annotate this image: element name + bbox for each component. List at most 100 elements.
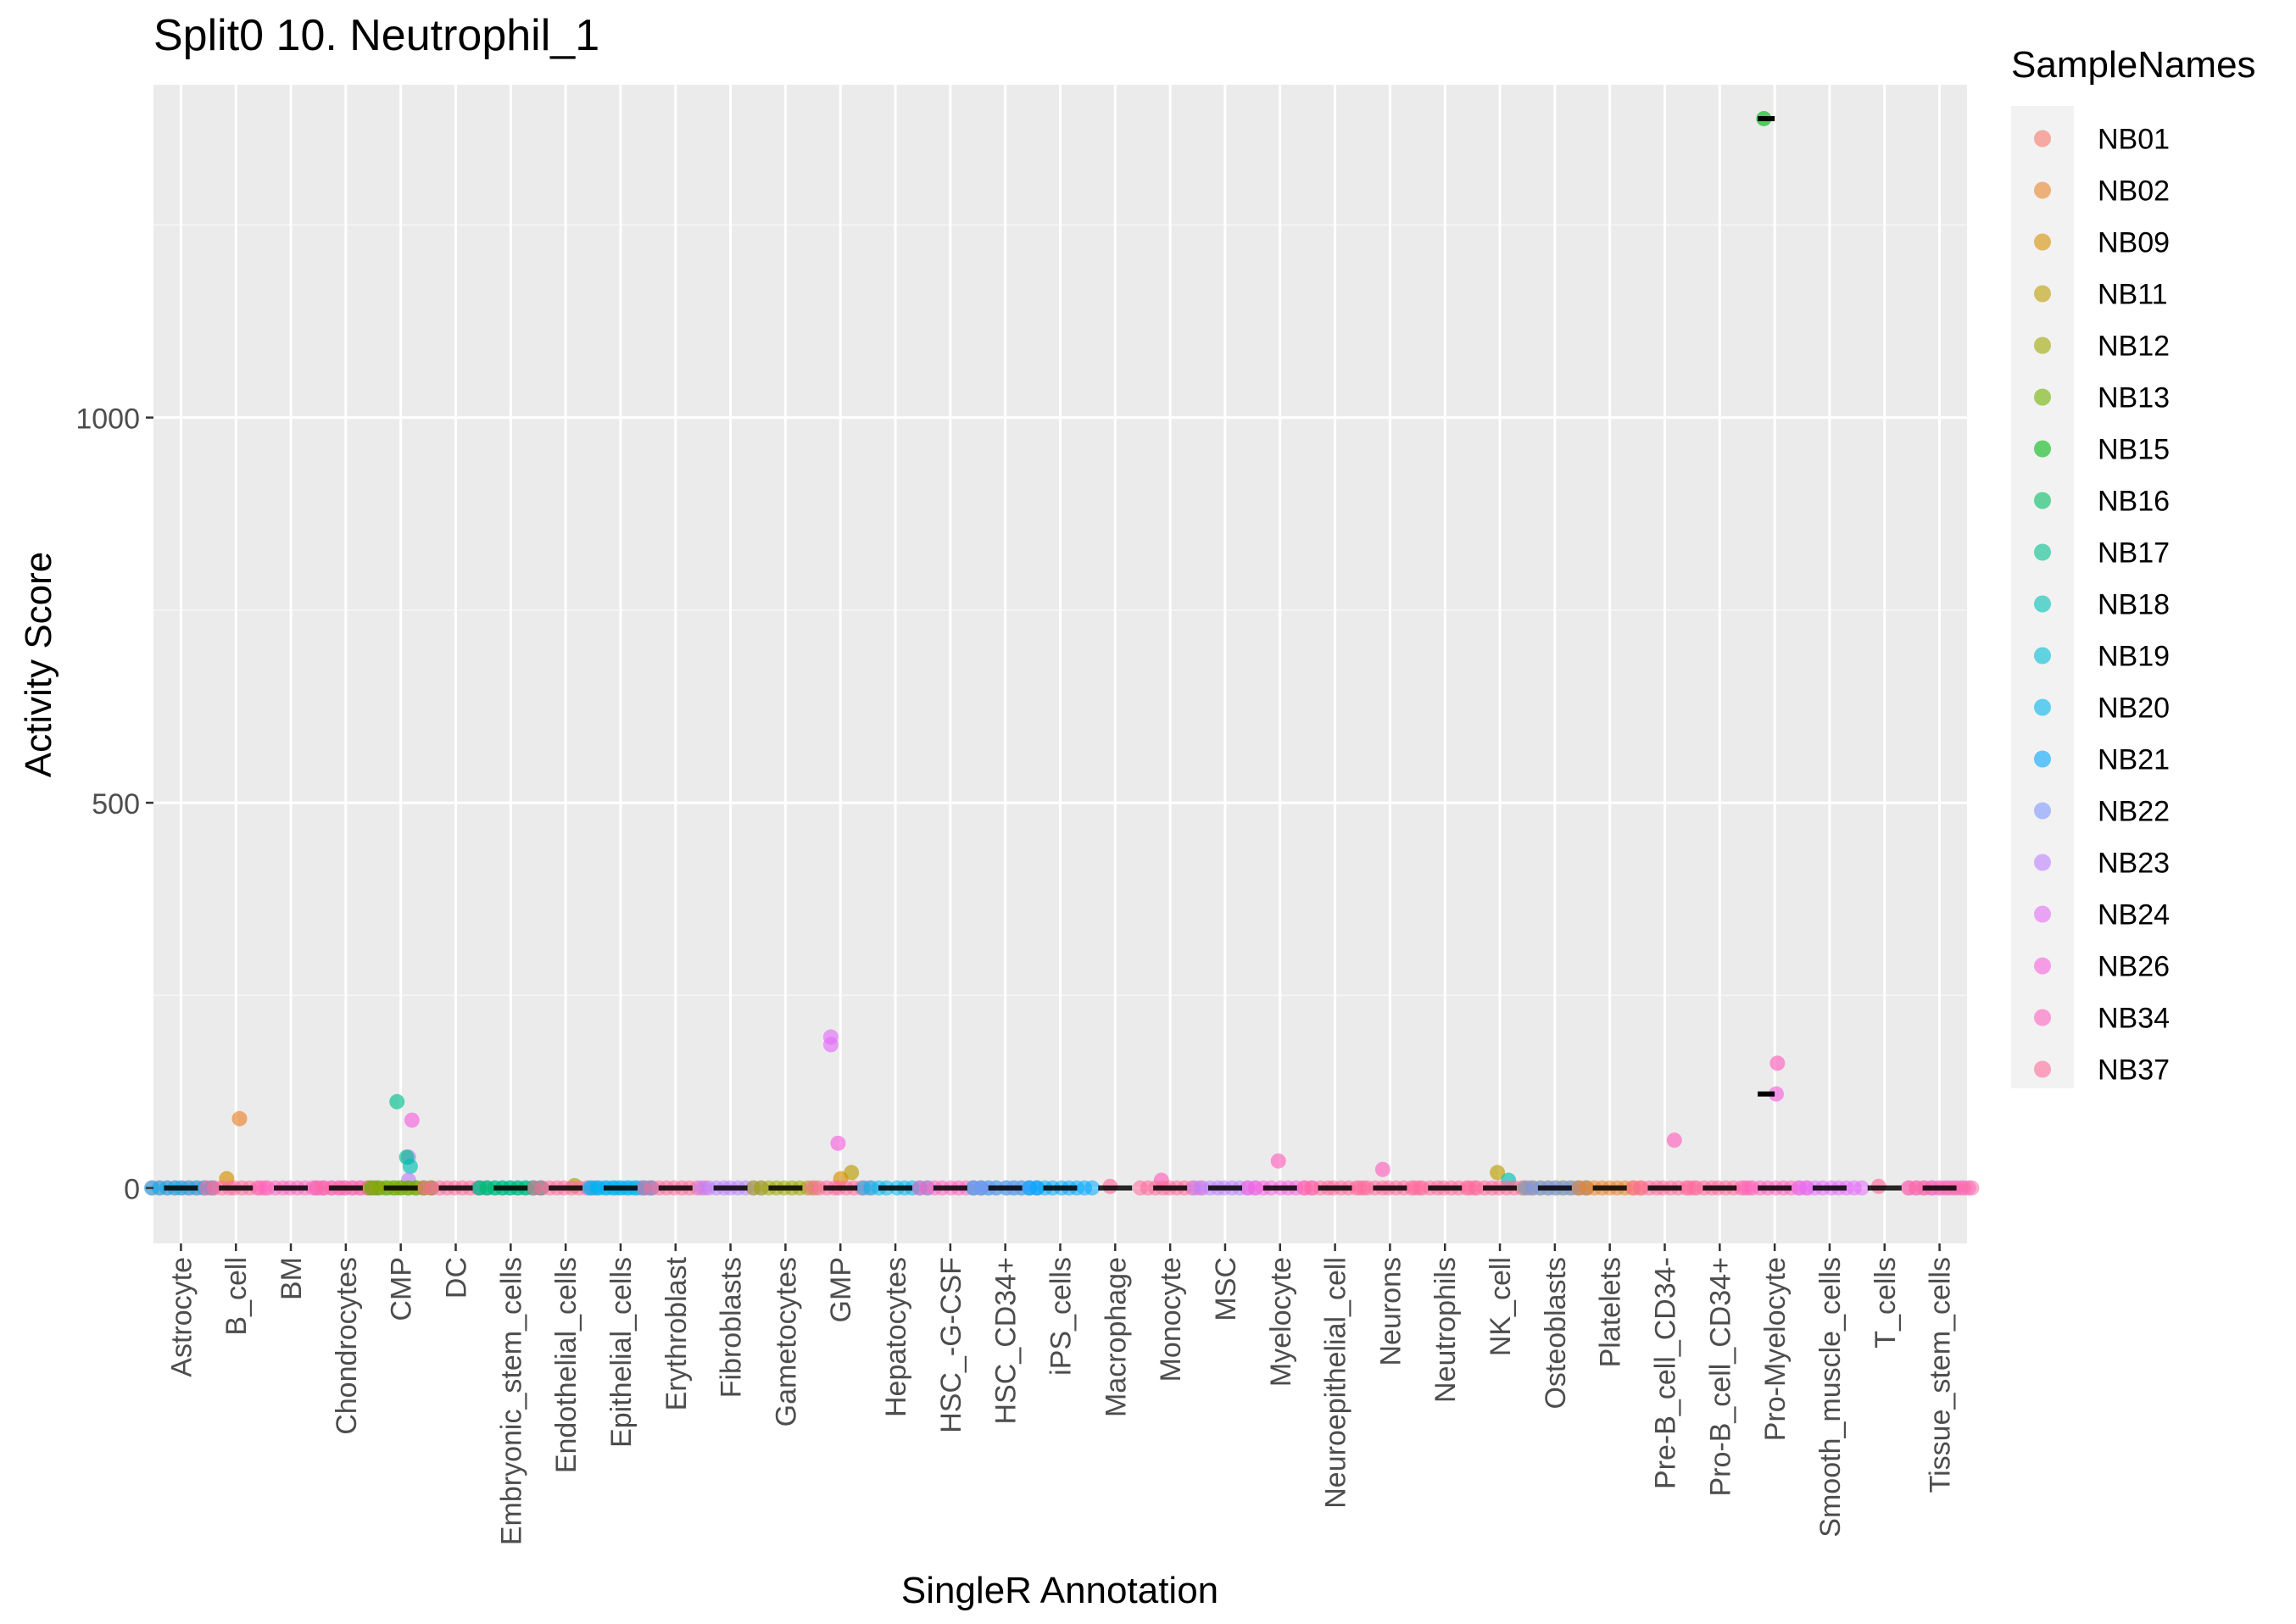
median-marker [219, 1185, 254, 1191]
data-point [1374, 1161, 1390, 1177]
median-marker [1537, 1185, 1572, 1191]
legend-label: NB13 [2098, 382, 2170, 414]
legend-label: NB18 [2098, 589, 2170, 621]
legend-swatch [2034, 802, 2051, 820]
legend-swatch [2034, 1009, 2051, 1026]
median-marker [933, 1185, 967, 1191]
legend-label: NB24 [2098, 899, 2170, 932]
x-tick-label: Gametocytes [770, 1257, 802, 1427]
axes-layer: 0 500 1000 Astrocyte B_cell BM Chondrocytes CMP… [75, 403, 1956, 1545]
x-tick-label: HSC_-G-CSF [935, 1257, 967, 1433]
legend: NB01 NB02 NB09 NB11 NB12 NB13 NB15 NB16 NB17 NB18… [2011, 106, 2170, 1088]
legend-title: SampleNames [2011, 44, 2256, 86]
median-marker [823, 1185, 858, 1191]
data-point [404, 1112, 420, 1128]
legend-swatch [2034, 181, 2051, 199]
x-tick-label: BM [276, 1257, 308, 1300]
x-tick-label: HSC_CD34+ [990, 1257, 1023, 1424]
legend-swatch [2034, 698, 2051, 716]
x-tick-label: Epithelial_cells [605, 1257, 638, 1448]
median-marker [1812, 1185, 1847, 1191]
legend-swatch [2034, 440, 2051, 458]
x-tick-label: Hepatocytes [880, 1257, 912, 1417]
x-axis-label: SingleR Annotation [901, 1570, 1218, 1611]
y-tick-label: 500 [92, 788, 140, 820]
median-marker [1758, 1091, 1775, 1097]
median-marker [1867, 1185, 1902, 1191]
data-point [822, 1037, 839, 1053]
legend-label: NB11 [2098, 279, 2168, 311]
x-tick-label: Macrophage [1100, 1257, 1132, 1417]
median-marker [1043, 1185, 1078, 1191]
x-tick-label: GMP [825, 1257, 857, 1322]
data-point [1666, 1132, 1682, 1148]
median-marker [328, 1185, 363, 1191]
legend-swatch [2034, 492, 2051, 509]
median-marker [713, 1185, 748, 1191]
x-tick-label: CMP [386, 1257, 418, 1321]
median-marker [438, 1185, 473, 1191]
legend-label: NB26 [2098, 951, 2170, 983]
median-marker [493, 1185, 528, 1191]
x-tick-label: Fibroblasts [716, 1257, 748, 1398]
data-point [1490, 1165, 1506, 1181]
median-marker [1428, 1185, 1463, 1191]
median-marker [383, 1185, 418, 1191]
legend-swatch [2034, 750, 2051, 768]
median-marker [658, 1185, 693, 1191]
median-marker [1758, 115, 1775, 121]
legend-swatch [2034, 285, 2051, 303]
legend-swatch [2034, 233, 2051, 251]
legend-swatch [2034, 905, 2051, 923]
x-tick-label: Neuroepithelial_cell [1320, 1257, 1352, 1509]
x-tick-label: Erythroblast [660, 1256, 693, 1410]
legend-label: NB22 [2098, 796, 2170, 828]
y-tick-label: 1000 [75, 403, 140, 436]
legend-label: NB21 [2098, 744, 2170, 776]
x-tick-label: Neutrophils [1429, 1257, 1462, 1403]
y-axis-label: Activity Score [18, 552, 59, 778]
x-tick-label: Neurons [1374, 1257, 1407, 1366]
median-marker [1153, 1185, 1188, 1191]
median-marker [274, 1185, 309, 1191]
median-marker [1922, 1185, 1957, 1191]
legend-label: NB17 [2098, 537, 2170, 570]
data-point [1084, 1180, 1101, 1196]
data-point [1964, 1180, 1980, 1196]
x-tick-label: MSC [1210, 1257, 1242, 1321]
legend-swatch [2034, 388, 2051, 406]
data-point [1853, 1180, 1870, 1196]
x-tick-label: Pro-B_cell_CD34+ [1704, 1257, 1736, 1497]
median-marker [1318, 1185, 1352, 1191]
legend-label: NB34 [2098, 1003, 2170, 1035]
x-tick-label: Astrocyte [165, 1257, 198, 1377]
x-tick-label: iPS_cells [1045, 1257, 1078, 1376]
x-tick-label: DC [441, 1257, 473, 1299]
median-marker [768, 1185, 803, 1191]
x-tick-label: Pro-Myelocyte [1759, 1257, 1792, 1441]
median-marker [164, 1185, 198, 1191]
x-tick-label: Pre-B_cell_CD34- [1650, 1257, 1682, 1489]
x-tick-label: T_cells [1870, 1257, 1902, 1349]
x-tick-label: Osteoblasts [1540, 1257, 1572, 1410]
x-tick-label: Endothelial_cells [550, 1257, 582, 1473]
legend-swatch [2034, 1060, 2051, 1078]
legend-swatch [2034, 336, 2051, 354]
legend-swatch [2034, 595, 2051, 613]
legend-label: NB15 [2098, 434, 2170, 466]
median-marker [1758, 1185, 1792, 1191]
legend-swatch [2034, 647, 2051, 665]
marks-layer [144, 110, 1980, 1196]
median-marker [1592, 1185, 1627, 1191]
data-point [389, 1093, 405, 1110]
x-tick-label: Tissue_stem_cells [1925, 1257, 1957, 1493]
x-tick-label: Monocyte [1155, 1257, 1187, 1382]
legend-label: NB12 [2098, 331, 2170, 363]
legend-swatch [2034, 957, 2051, 975]
legend-swatch [2034, 130, 2051, 147]
median-marker [1647, 1185, 1682, 1191]
legend-label: NB02 [2098, 175, 2170, 208]
median-marker [549, 1185, 583, 1191]
